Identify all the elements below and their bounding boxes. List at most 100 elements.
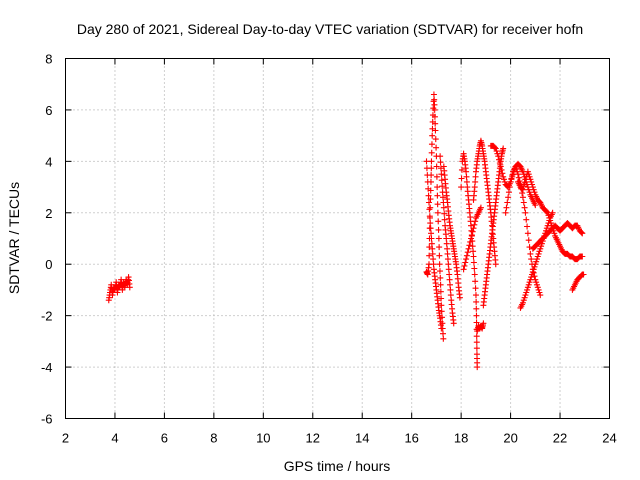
data-point	[435, 218, 442, 225]
data-point	[432, 127, 439, 134]
data-point	[532, 202, 539, 209]
data-point	[436, 244, 443, 251]
data-point	[472, 278, 479, 285]
data-point	[505, 189, 512, 196]
data-point	[524, 286, 531, 293]
y-tick-label: 6	[45, 103, 52, 118]
data-point	[533, 256, 540, 263]
data-point	[533, 281, 540, 288]
data-point	[440, 335, 447, 342]
data-point	[519, 299, 526, 306]
data-point	[468, 235, 475, 242]
data-point	[425, 185, 432, 192]
data-point	[432, 120, 439, 127]
data-point	[433, 163, 440, 170]
data-point	[439, 183, 446, 190]
y-tick-label: 8	[45, 52, 52, 67]
data-point	[471, 184, 478, 191]
y-tick-labels: -6 -4 -2 0 2 4 6 8	[41, 52, 53, 427]
data-point	[535, 250, 542, 257]
data-point	[502, 209, 509, 216]
data-point	[436, 268, 443, 275]
data-point	[536, 289, 543, 296]
data-point	[498, 166, 505, 173]
data-point	[529, 268, 536, 275]
data-point	[473, 333, 480, 340]
data-point	[535, 286, 542, 293]
data-point	[534, 253, 541, 260]
data-point	[523, 216, 530, 223]
data-point	[508, 175, 515, 182]
data-point	[424, 172, 431, 179]
data-point	[470, 248, 477, 255]
data-point	[450, 320, 457, 327]
data-point	[444, 256, 451, 263]
data-point	[496, 156, 503, 163]
data-point	[530, 186, 537, 193]
data-point	[491, 144, 498, 151]
data-point	[456, 294, 463, 301]
data-point	[431, 106, 438, 113]
data-point	[468, 232, 475, 239]
data-point	[527, 176, 534, 183]
data-point	[446, 276, 453, 283]
data-point	[500, 145, 507, 152]
data-point	[441, 216, 448, 223]
data-point	[425, 192, 432, 199]
data-point	[428, 240, 435, 247]
data-point	[430, 261, 437, 268]
data-point	[467, 238, 474, 245]
data-point	[500, 173, 507, 180]
data-point	[525, 171, 532, 178]
data-point	[464, 249, 471, 256]
y-tick-label: -6	[41, 412, 53, 427]
data-point	[497, 163, 504, 170]
data-point	[428, 235, 435, 242]
data-point	[546, 214, 553, 221]
data-point	[529, 271, 536, 278]
data-point	[472, 292, 479, 299]
data-point	[463, 173, 470, 180]
data-point	[444, 245, 451, 252]
data-point	[432, 136, 439, 143]
data-point	[522, 292, 529, 299]
data-points	[105, 91, 587, 371]
data-point	[537, 245, 544, 252]
data-point	[438, 171, 445, 178]
data-point	[425, 199, 432, 206]
data-point	[500, 176, 507, 183]
data-point	[447, 286, 454, 293]
data-point	[434, 184, 441, 191]
data-point	[429, 250, 436, 257]
data-point	[528, 274, 535, 281]
x-tick-label: 6	[161, 431, 168, 446]
data-point	[440, 204, 447, 211]
data-point	[427, 196, 434, 203]
data-point	[496, 160, 503, 167]
data-point	[458, 184, 465, 191]
data-point	[494, 150, 501, 157]
y-tick-label: 4	[45, 154, 52, 169]
data-point	[429, 132, 436, 139]
data-point	[471, 271, 478, 278]
data-point	[438, 295, 445, 302]
data-point	[527, 250, 534, 257]
data-point	[501, 178, 508, 185]
data-point	[477, 204, 484, 211]
data-point	[495, 153, 502, 160]
data-point	[447, 281, 454, 288]
data-point	[431, 101, 438, 108]
data-point	[521, 179, 528, 186]
data-point	[529, 184, 536, 191]
data-point	[466, 242, 473, 249]
data-point	[526, 279, 533, 286]
data-point	[543, 208, 550, 215]
x-axis-label: GPS time / hours	[284, 458, 391, 474]
data-point	[473, 312, 480, 319]
data-point	[524, 230, 531, 237]
data-point	[462, 259, 469, 266]
x-tick-label: 12	[306, 431, 320, 446]
x-tick-label: 10	[256, 431, 270, 446]
data-point	[440, 330, 447, 337]
data-point	[473, 345, 480, 352]
